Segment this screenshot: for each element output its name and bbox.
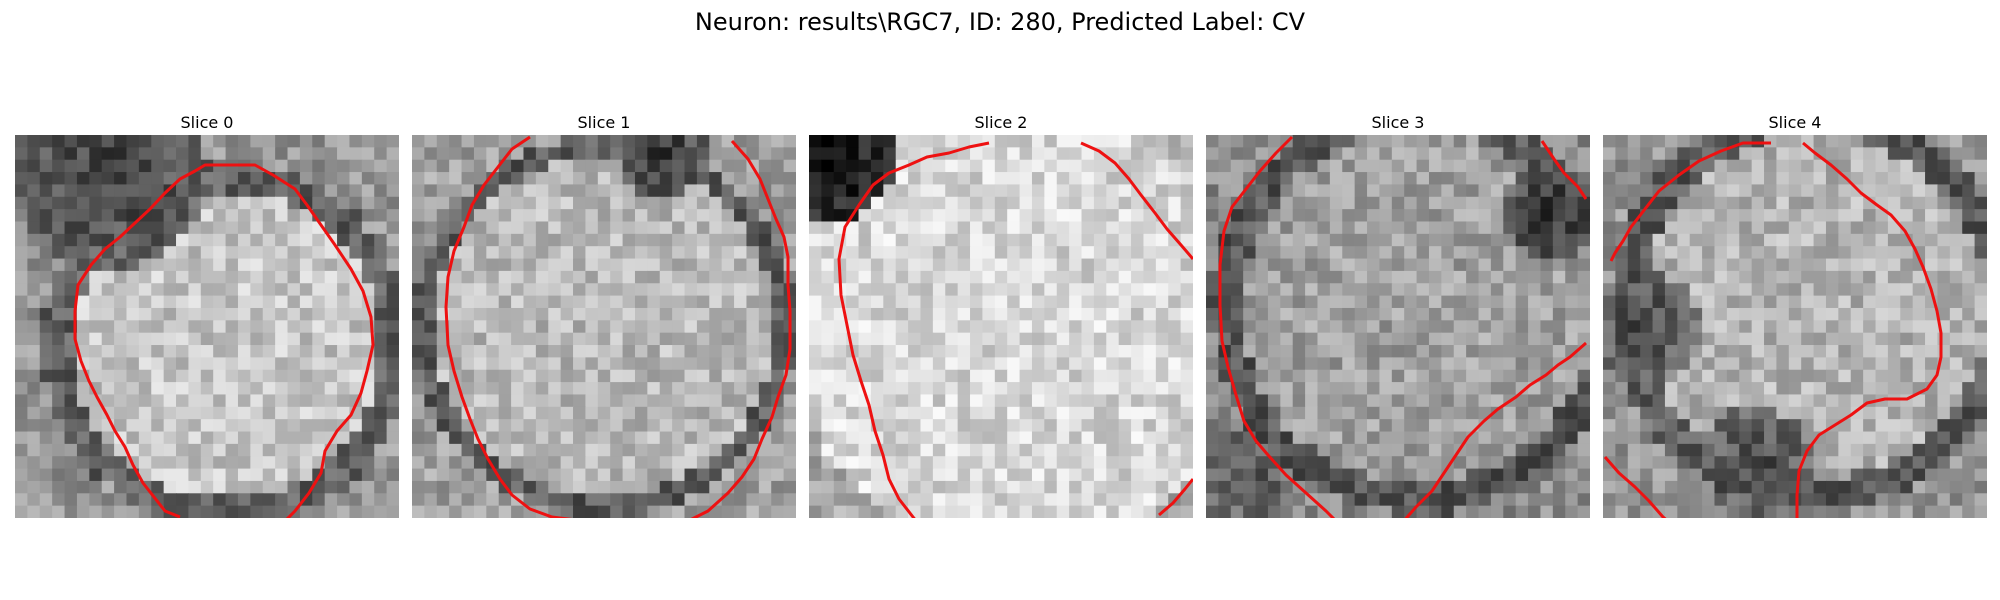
- slice-panel-0: Slice 0: [15, 113, 399, 518]
- slice-panel-3: Slice 3: [1206, 113, 1590, 518]
- slice-title: Slice 0: [180, 113, 234, 132]
- pixel-texture: [809, 135, 1193, 518]
- contour-line: [1540, 140, 1588, 200]
- pixel-texture: [1603, 135, 1987, 518]
- slice-image: [15, 135, 399, 518]
- slice-image: [1603, 135, 1987, 518]
- pixel-texture: [412, 135, 796, 518]
- figure-title: Neuron: results\RGC7, ID: 280, Predicted…: [694, 8, 1306, 36]
- contour-line: [1404, 341, 1587, 518]
- pixel-texture: [1206, 135, 1590, 518]
- contour-line: [690, 140, 792, 518]
- contour-line: [1603, 456, 1667, 518]
- pixel-texture: [15, 135, 399, 518]
- contour-line: [73, 163, 220, 518]
- contour-line: [444, 135, 573, 518]
- contour-line: [837, 141, 990, 518]
- contour-line: [1080, 141, 1193, 260]
- slice-panel-1: Slice 1: [412, 113, 796, 518]
- slice-title: Slice 2: [974, 113, 1028, 132]
- contour-line: [1795, 141, 1943, 518]
- slice-image: [412, 135, 796, 518]
- contour-line: [220, 163, 375, 518]
- slice-title: Slice 1: [577, 113, 631, 132]
- slice-image: [809, 135, 1193, 518]
- slice-image: [1206, 135, 1590, 518]
- slice-panel-2: Slice 2: [809, 113, 1193, 518]
- contour-line: [1158, 478, 1193, 517]
- slice-panel-4: Slice 4: [1603, 113, 1987, 518]
- contour-line: [1609, 141, 1771, 262]
- contour-line: [1218, 135, 1336, 518]
- slice-title: Slice 3: [1371, 113, 1425, 132]
- slice-title: Slice 4: [1768, 113, 1822, 132]
